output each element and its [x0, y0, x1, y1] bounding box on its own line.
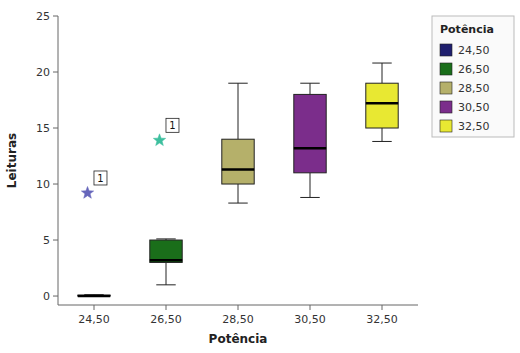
legend: Potência 24,50 26,50 28,50 30,50 32,50	[432, 16, 514, 137]
legend-swatch	[440, 63, 452, 75]
x-tick-label: 28,50	[222, 313, 254, 326]
y-tick	[53, 296, 58, 297]
lower-whisker-cap	[228, 203, 247, 204]
y-tick	[53, 184, 58, 185]
outlier-label-box	[94, 171, 107, 185]
x-tick	[238, 305, 239, 310]
box	[366, 83, 398, 128]
legend-label: 30,50	[458, 101, 490, 114]
y-tick	[53, 16, 58, 17]
box	[78, 295, 110, 297]
outlier-label: 1	[169, 120, 175, 131]
legend-label: 32,50	[458, 120, 490, 133]
outlier	[81, 186, 93, 198]
legend-title: Potência	[440, 23, 494, 36]
median	[78, 295, 110, 298]
y-tick-label: 25	[36, 10, 50, 23]
median	[222, 168, 254, 171]
plot-area	[78, 63, 398, 296]
x-tick	[382, 305, 383, 310]
y-tick-label: 0	[43, 290, 50, 303]
y-tick-label: 10	[36, 178, 50, 191]
box	[294, 94, 326, 172]
lower-whisker-cap	[300, 197, 319, 198]
outlier-labels: 11	[94, 118, 179, 185]
y-tick	[53, 240, 58, 241]
legend-swatch	[440, 82, 452, 94]
y-tick	[53, 72, 58, 73]
median	[150, 259, 182, 262]
upper-whisker	[310, 83, 311, 94]
outlier-label: 1	[97, 173, 103, 184]
x-tick-label: 24,50	[78, 313, 110, 326]
median	[366, 102, 398, 105]
lower-whisker	[382, 128, 383, 141]
x-tick-label: 30,50	[294, 313, 326, 326]
x-axis-label: Potência	[209, 332, 268, 346]
upper-whisker	[382, 63, 383, 83]
upper-whisker-cap	[300, 83, 319, 84]
median	[294, 147, 326, 150]
y-tick-label: 5	[43, 234, 50, 247]
legend-label: 26,50	[458, 63, 490, 76]
y-tick	[53, 128, 58, 129]
outlier	[153, 134, 165, 146]
x-tick-label: 26,50	[150, 313, 182, 326]
legend-swatch	[440, 120, 452, 132]
chart: 051015202524,5026,5028,5030,5032,50Potên…	[0, 0, 520, 353]
y-tick-label: 20	[36, 66, 50, 79]
x-tick	[310, 305, 311, 310]
legend-swatch	[440, 101, 452, 113]
upper-whisker-cap	[228, 83, 247, 84]
legend-swatch	[440, 44, 452, 56]
upper-whisker-cap	[156, 238, 175, 239]
upper-whisker	[238, 83, 239, 139]
lower-whisker	[238, 184, 239, 203]
x-tick-label: 32,50	[366, 313, 398, 326]
lower-whisker	[310, 173, 311, 198]
y-axis-label: Leituras	[5, 133, 19, 188]
legend-label: 24,50	[458, 44, 490, 57]
lower-whisker-cap	[156, 284, 175, 285]
box	[222, 139, 254, 184]
lower-whisker-cap	[372, 141, 391, 142]
x-tick	[166, 305, 167, 310]
box	[150, 240, 182, 262]
legend-frame	[432, 16, 514, 137]
legend-label: 28,50	[458, 82, 490, 95]
y-axis	[58, 16, 59, 305]
y-tick-label: 15	[36, 122, 50, 135]
lower-whisker	[166, 262, 167, 284]
outlier-label-box	[166, 118, 179, 132]
upper-whisker-cap	[372, 63, 391, 64]
x-tick	[94, 305, 95, 310]
